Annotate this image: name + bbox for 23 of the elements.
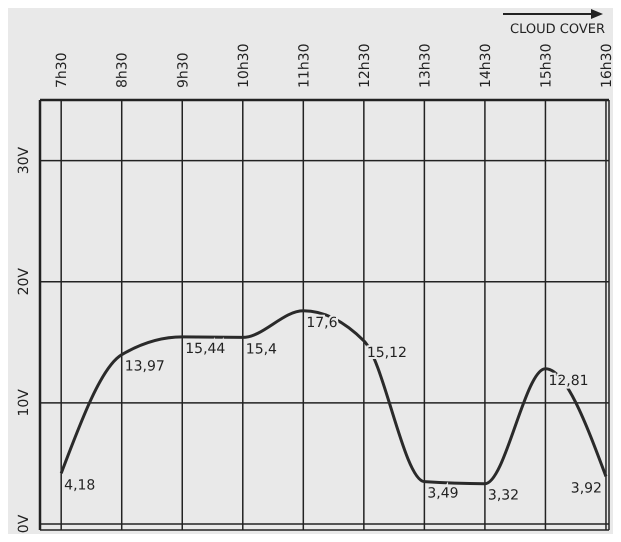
y-tick-label: 20V <box>16 268 32 296</box>
x-tick-label: 13h30 <box>417 43 434 88</box>
y-tick-label: 30V <box>16 146 32 174</box>
data-label: 13,97 <box>124 358 165 375</box>
data-label: 3,32 <box>488 488 520 504</box>
data-label: 4,18 <box>64 477 96 494</box>
x-tick-label: 14h30 <box>478 43 494 88</box>
x-tick-label: 9h30 <box>175 52 192 88</box>
y-tick-label: 0V <box>16 514 32 534</box>
x-tick-label: 11h30 <box>296 43 312 88</box>
data-label: 3,92 <box>570 480 602 496</box>
data-label: 15,4 <box>246 341 278 358</box>
data-label: 3,49 <box>427 486 459 502</box>
text: CLOUD COVER <box>510 22 605 37</box>
y-tick-label: 10V <box>16 388 32 417</box>
x-tick-label: 8h30 <box>114 52 131 88</box>
x-tick-label: 7h30 <box>54 52 70 88</box>
data-label: 15,44 <box>185 340 226 357</box>
data-label: 17,6 <box>306 314 338 331</box>
x-tick-label: 16h30 <box>598 43 615 88</box>
x-tick-label: 15h30 <box>538 43 554 88</box>
x-tick-label: 12h30 <box>356 43 373 88</box>
x-tick-label: 10h30 <box>236 43 252 88</box>
